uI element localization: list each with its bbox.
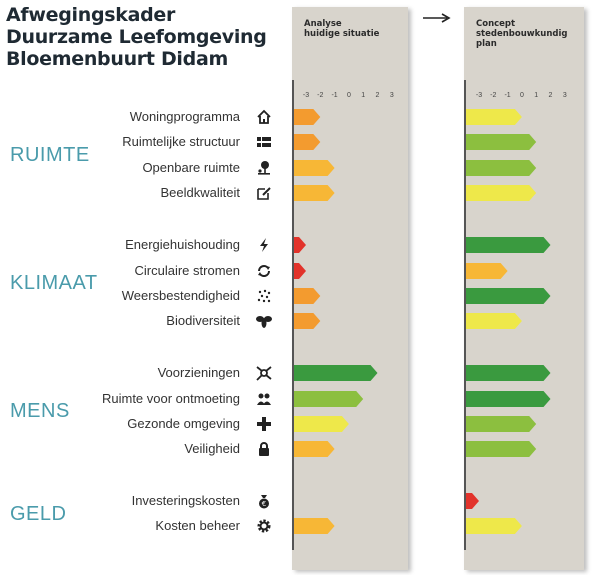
page-title: Afwegingskader Duurzame Leefomgeving Blo… xyxy=(6,4,267,70)
label-ruimte-voor-ontmoeting: Ruimte voor ontmoeting xyxy=(101,391,240,406)
label-woningprogramma: Woningprogramma xyxy=(129,109,240,124)
label-beeldkwaliteit: Beeldkwaliteit xyxy=(160,185,241,200)
tick-label: 0 xyxy=(347,92,351,99)
tick-label: 0 xyxy=(520,92,524,99)
bar-analyse xyxy=(294,518,335,534)
tick-label: -3 xyxy=(303,92,309,99)
bar-analyse xyxy=(294,134,321,150)
lock-icon xyxy=(259,442,269,456)
label-openbare-ruimte: Openbare ruimte xyxy=(142,160,240,175)
bar-analyse xyxy=(294,288,321,304)
bar-concept xyxy=(466,441,537,457)
category-klimaat: KLIMAAT xyxy=(10,272,98,294)
category-mens: MENS xyxy=(10,400,70,422)
tick-label: 2 xyxy=(549,92,553,99)
panel-concept-title-line-2: stedenbouwkundig xyxy=(476,29,568,39)
bar-concept xyxy=(466,313,522,329)
bar-analyse xyxy=(294,185,335,201)
label-energiehuishouding: Energiehuishouding xyxy=(125,237,240,252)
tick-label: -2 xyxy=(317,92,323,99)
bar-analyse xyxy=(294,416,349,432)
tick-label: 2 xyxy=(376,92,380,99)
label-circulaire-stromen: Circulaire stromen xyxy=(134,263,240,278)
bar-concept xyxy=(466,391,551,407)
bar-analyse xyxy=(294,160,335,176)
bar-concept xyxy=(466,365,551,381)
bar-analyse xyxy=(294,391,364,407)
label-voorzieningen: Voorzieningen xyxy=(157,365,240,380)
panel-analyse-axis xyxy=(292,80,294,550)
tick-label: -3 xyxy=(476,92,482,99)
panel-concept-title-line-1: Concept xyxy=(476,19,516,29)
network-icon xyxy=(256,366,272,381)
svg-text:€: € xyxy=(262,500,266,508)
gear-icon xyxy=(257,519,271,533)
tree-icon xyxy=(258,161,270,175)
money-bag-icon: € xyxy=(259,495,269,509)
bar-concept xyxy=(466,288,551,304)
label-investeringskosten: Investeringskosten xyxy=(131,493,240,508)
bar-analyse xyxy=(294,263,306,279)
arrow-right-icon xyxy=(423,13,451,23)
tick-label: 3 xyxy=(563,92,567,99)
panel-analyse-title-line-1: Analyse xyxy=(304,19,342,29)
bar-concept xyxy=(466,237,551,253)
tick-label: -2 xyxy=(490,92,496,99)
bar-analyse xyxy=(294,109,321,125)
bar-concept xyxy=(466,185,537,201)
bar-analyse xyxy=(294,237,306,253)
panel-analyse-title: Analyse huidige situatie xyxy=(304,19,379,39)
bar-analyse xyxy=(294,313,321,329)
people-icon xyxy=(257,393,271,405)
lightning-icon xyxy=(260,238,268,252)
tick-label: -1 xyxy=(504,92,510,99)
recycle-icon xyxy=(258,265,270,277)
panel-analyse-title-line-2: huidige situatie xyxy=(304,29,380,39)
tick-label: 1 xyxy=(361,92,365,99)
bee-icon xyxy=(256,316,272,328)
bar-analyse xyxy=(294,365,378,381)
pencil-square-icon xyxy=(257,187,271,200)
house-icon xyxy=(257,109,271,124)
bar-concept xyxy=(466,416,537,432)
bar-concept xyxy=(466,263,508,279)
panel-concept-title: Concept stedenbouwkundig plan xyxy=(476,19,567,49)
bar-concept xyxy=(466,109,522,125)
label-weersbestendigheid: Weersbestendigheid xyxy=(121,288,240,303)
grid-icon xyxy=(257,137,271,147)
category-geld: GELD xyxy=(10,503,67,525)
label-gezonde-omgeving: Gezonde omgeving xyxy=(127,416,240,431)
title-line-2: Duurzame Leefomgeving xyxy=(6,26,267,48)
title-line-3: Bloemenbuurt Didam xyxy=(6,48,228,70)
label-kosten-beheer: Kosten beheer xyxy=(155,518,240,533)
tick-label: -1 xyxy=(331,92,337,99)
bar-concept xyxy=(466,518,522,534)
panel-concept-axis xyxy=(464,80,466,550)
bar-concept xyxy=(466,134,537,150)
category-ruimte: RUIMTE xyxy=(10,144,90,166)
panel-concept-title-line-3: plan xyxy=(476,39,497,49)
label-biodiversiteit: Biodiversiteit xyxy=(166,313,240,328)
bar-analyse xyxy=(294,441,335,457)
tick-label: 1 xyxy=(534,92,538,99)
rain-icon xyxy=(257,289,271,303)
bar-concept xyxy=(466,493,479,509)
bar-concept xyxy=(466,160,537,176)
label-ruimtelijke-structuur: Ruimtelijke structuur xyxy=(122,134,240,149)
tick-label: 3 xyxy=(390,92,394,99)
label-veiligheid: Veiligheid xyxy=(184,441,240,456)
cross-icon xyxy=(257,417,271,431)
title-line-1: Afwegingskader xyxy=(6,4,176,26)
